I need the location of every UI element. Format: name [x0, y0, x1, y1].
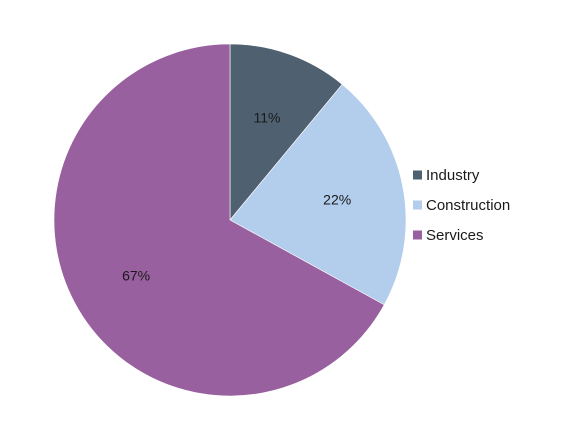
legend-label-industry: Industry — [426, 167, 480, 184]
data-label-services: 67% — [122, 268, 150, 284]
pie-slice-industry — [229, 43, 343, 221]
legend-label-services: Services — [426, 227, 484, 244]
legend-swatch-industry — [413, 170, 422, 180]
data-label-industry: 11% — [254, 109, 281, 125]
legend-item-construction: Construction — [413, 197, 510, 214]
pie-slice-construction — [229, 83, 407, 306]
legend-label-construction: Construction — [426, 197, 510, 214]
chart-legend: Industry Construction Services — [413, 167, 510, 244]
legend-swatch-construction — [413, 200, 422, 210]
legend-item-services: Services — [413, 227, 484, 244]
data-label-construction: 22% — [323, 192, 351, 208]
legend-item-industry: Industry — [413, 167, 480, 184]
legend-swatch-services — [413, 230, 422, 240]
pie-slice-labels: 11% 22% 67% — [122, 109, 351, 283]
pie-slice-services — [53, 43, 385, 397]
pie-slices — [53, 43, 407, 397]
